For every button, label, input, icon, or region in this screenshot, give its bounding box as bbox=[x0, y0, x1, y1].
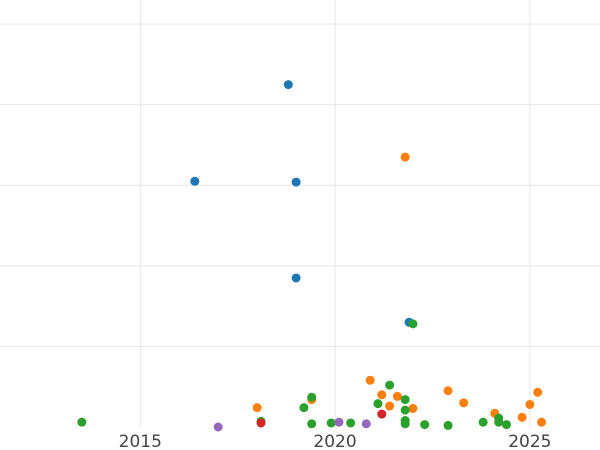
data-point-s1-12 bbox=[525, 399, 535, 409]
data-point-s1-13 bbox=[533, 387, 543, 397]
data-point-s4-0 bbox=[213, 422, 223, 432]
data-point-s3-1 bbox=[377, 409, 387, 419]
data-points bbox=[77, 80, 547, 432]
data-point-s2-19 bbox=[501, 420, 511, 430]
data-point-s1-6 bbox=[400, 152, 410, 162]
data-point-s0-1 bbox=[283, 80, 293, 90]
data-point-s2-6 bbox=[346, 418, 356, 428]
data-point-s1-4 bbox=[385, 401, 395, 411]
data-point-s1-0 bbox=[252, 403, 262, 413]
data-point-s0-2 bbox=[291, 177, 301, 187]
data-point-s2-10 bbox=[400, 405, 410, 415]
data-point-s1-2 bbox=[365, 375, 375, 385]
data-point-s1-8 bbox=[443, 386, 453, 396]
data-point-s1-9 bbox=[459, 398, 469, 408]
x-tick-label: 2020 bbox=[313, 432, 356, 450]
data-point-s2-2 bbox=[299, 403, 309, 413]
data-point-s0-0 bbox=[190, 176, 200, 186]
data-point-s3-0 bbox=[256, 418, 266, 428]
x-tick-label: 2015 bbox=[119, 432, 162, 450]
data-point-s2-0 bbox=[77, 417, 87, 427]
data-point-s1-14 bbox=[537, 417, 547, 427]
data-point-s2-15 bbox=[443, 420, 453, 430]
data-point-s4-1 bbox=[334, 417, 344, 427]
x-axis-ticks: 2015 2020 2025 bbox=[119, 432, 552, 450]
data-point-s2-8 bbox=[385, 380, 395, 390]
grid bbox=[0, 0, 600, 427]
data-point-s1-3 bbox=[377, 390, 387, 400]
x-tick-label: 2025 bbox=[508, 432, 551, 450]
data-point-s2-5 bbox=[326, 418, 336, 428]
data-point-s2-4 bbox=[307, 419, 317, 429]
data-point-s2-9 bbox=[400, 395, 410, 405]
data-point-s2-3 bbox=[307, 392, 317, 402]
data-point-s2-13 bbox=[408, 319, 418, 329]
data-point-s2-16 bbox=[478, 417, 488, 427]
data-point-s2-12 bbox=[400, 419, 410, 429]
data-point-s0-3 bbox=[291, 273, 301, 283]
data-point-s4-2 bbox=[361, 419, 371, 429]
data-point-s2-14 bbox=[420, 420, 430, 430]
data-point-s1-7 bbox=[408, 403, 418, 413]
data-point-s1-11 bbox=[517, 412, 527, 422]
data-point-s2-18 bbox=[494, 417, 504, 427]
data-point-s1-5 bbox=[392, 391, 402, 401]
data-point-s2-7 bbox=[373, 399, 383, 409]
